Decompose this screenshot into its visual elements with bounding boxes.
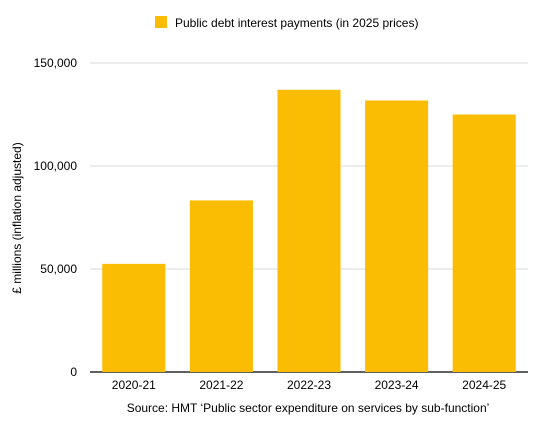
x-tick-label: 2024-25 (462, 378, 506, 392)
bar-2022-23[interactable] (277, 89, 341, 372)
x-tick-label: 2021-22 (199, 378, 243, 392)
legend-swatch (155, 16, 167, 28)
legend[interactable]: Public debt interest payments (in 2025 p… (155, 16, 418, 30)
bar-2024-25[interactable] (452, 114, 516, 373)
y-tick-label: 50,000 (40, 262, 77, 276)
x-tick-label: 2020-21 (112, 378, 156, 392)
x-tick-labels: 2020-21 2021-22 2022-23 2023-24 2024-25 (112, 378, 507, 392)
x-tick-label: 2022-23 (287, 378, 331, 392)
legend-label: Public debt interest payments (in 2025 p… (175, 16, 418, 30)
y-tick-label: 100,000 (34, 159, 78, 173)
y-axis-title: £ millions (inflation adjusted) (10, 142, 24, 293)
y-tick-label: 150,000 (34, 56, 78, 70)
x-axis-title: Source: HMT ‘Public sector expenditure o… (127, 401, 490, 415)
bar-2023-24[interactable] (365, 100, 429, 372)
x-tick-label: 2023-24 (375, 378, 419, 392)
bars (102, 89, 516, 373)
bar-2020-21[interactable] (102, 263, 166, 372)
y-tick-label: 0 (70, 365, 77, 379)
bar-2021-22[interactable] (189, 200, 253, 372)
y-tick-labels: 0 50,000 100,000 150,000 (34, 56, 78, 379)
